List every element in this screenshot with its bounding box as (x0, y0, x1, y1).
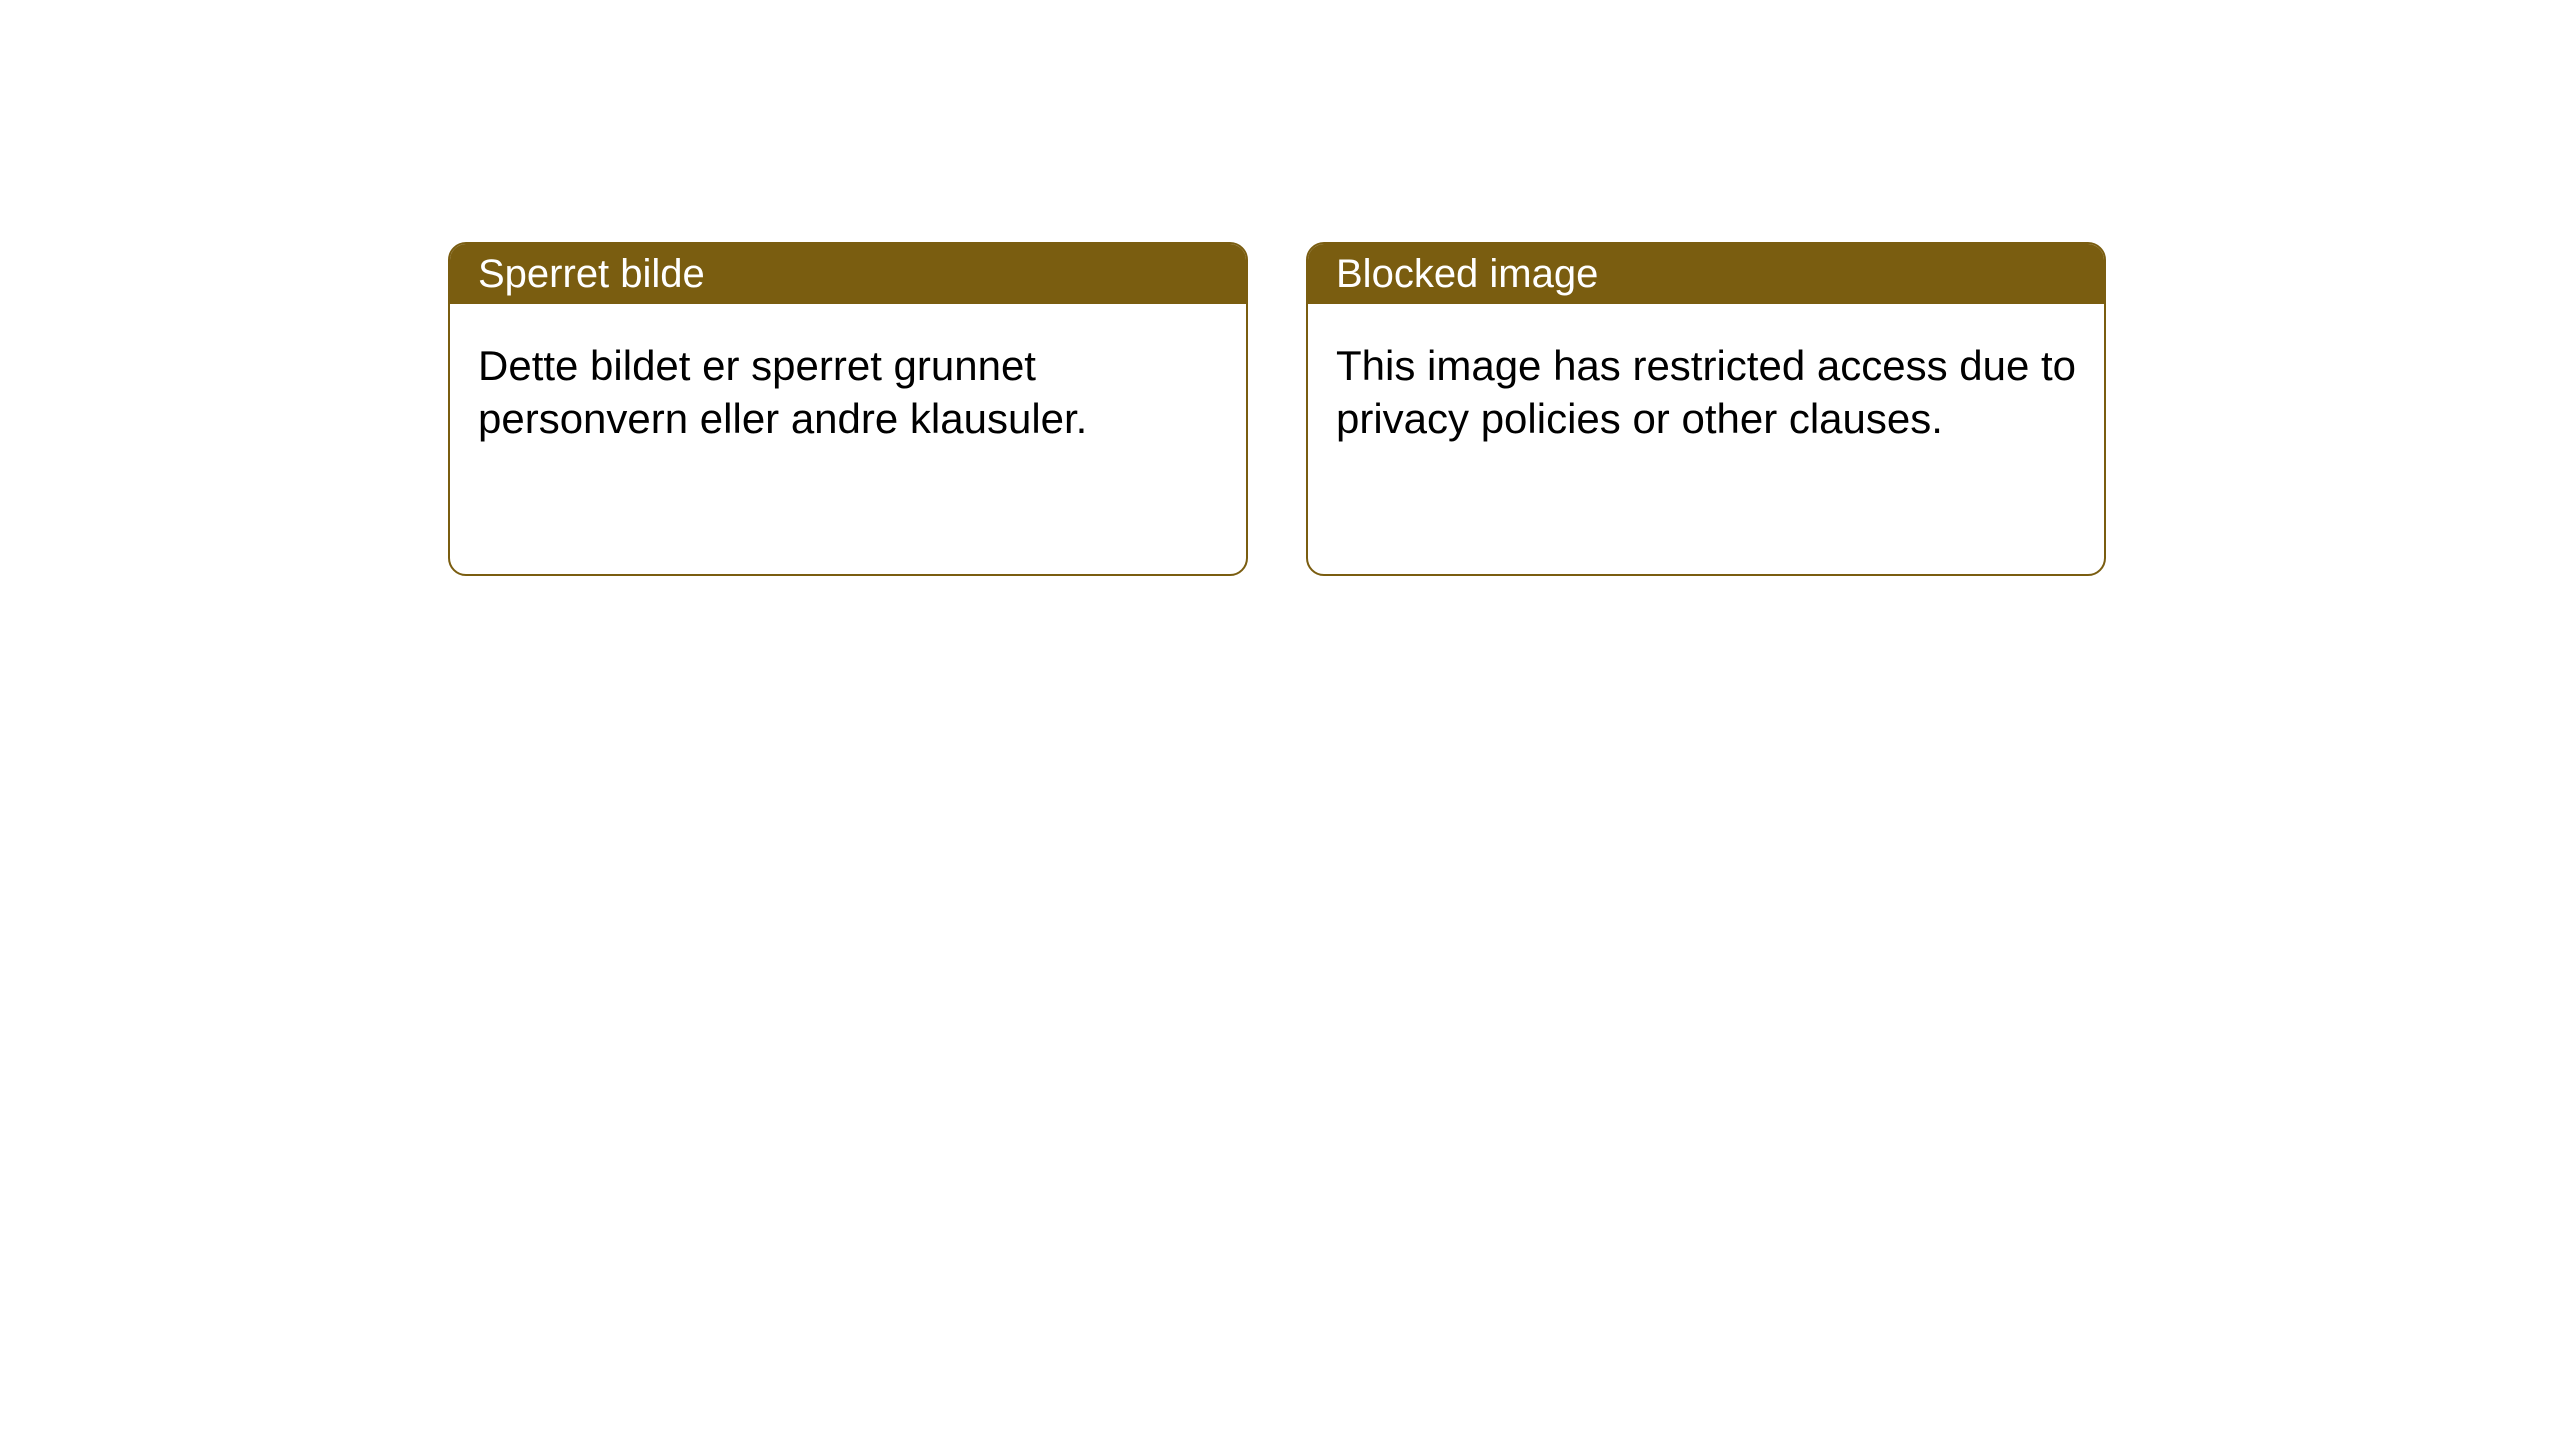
card-body-en: This image has restricted access due to … (1308, 304, 2104, 481)
card-header-en: Blocked image (1308, 244, 2104, 304)
card-header-text-no: Sperret bilde (478, 252, 705, 297)
card-header-no: Sperret bilde (450, 244, 1246, 304)
blocked-image-card-en: Blocked image This image has restricted … (1306, 242, 2106, 576)
blocked-image-notice-container: Sperret bilde Dette bildet er sperret gr… (448, 242, 2106, 576)
card-body-no: Dette bildet er sperret grunnet personve… (450, 304, 1246, 481)
card-header-text-en: Blocked image (1336, 252, 1598, 297)
card-body-text-no: Dette bildet er sperret grunnet personve… (478, 342, 1087, 442)
card-body-text-en: This image has restricted access due to … (1336, 342, 2076, 442)
blocked-image-card-no: Sperret bilde Dette bildet er sperret gr… (448, 242, 1248, 576)
